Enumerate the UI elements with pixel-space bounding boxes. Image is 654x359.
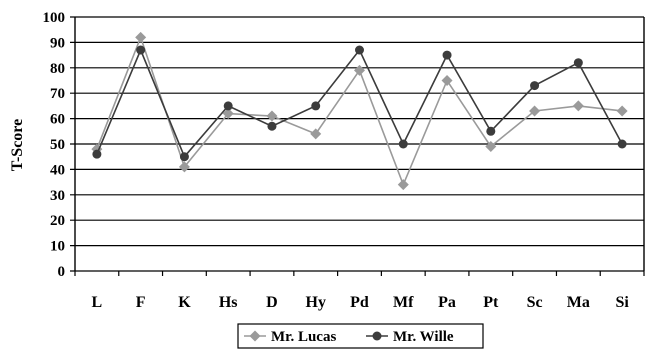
x-tick-label: Pt bbox=[483, 294, 499, 311]
y-tick-label: 30 bbox=[50, 188, 65, 204]
data-point-circle bbox=[442, 50, 452, 60]
x-tick-label: K bbox=[178, 294, 191, 311]
legend-label: Mr. Wille bbox=[393, 329, 454, 345]
y-tick-label: 80 bbox=[50, 61, 65, 77]
y-tick-label: 60 bbox=[50, 112, 65, 128]
x-tick-label: Pa bbox=[438, 294, 456, 311]
x-tick-labels: L F K Hs D Hy Pd Mf Pa Pt Sc Ma Si bbox=[92, 294, 630, 311]
legend-box bbox=[237, 323, 484, 349]
x-tick-label: D bbox=[266, 294, 278, 311]
y-tick-label: 50 bbox=[50, 137, 65, 153]
x-tick-label: Hs bbox=[219, 294, 238, 311]
data-point-diamond bbox=[178, 161, 190, 173]
y-tick-label: 90 bbox=[50, 35, 65, 51]
data-point-diamond bbox=[441, 75, 453, 86]
series-layer bbox=[91, 31, 628, 191]
series-2 bbox=[92, 45, 627, 162]
legend: Mr. Lucas Mr. Wille bbox=[237, 323, 484, 349]
data-point-diamond bbox=[397, 179, 409, 191]
data-point-diamond bbox=[529, 105, 541, 117]
data-point-circle bbox=[223, 101, 233, 111]
series-1 bbox=[91, 31, 628, 191]
y-tick-label: 70 bbox=[50, 86, 65, 102]
x-tick-label: Sc bbox=[527, 294, 543, 311]
data-point-circle bbox=[617, 139, 627, 149]
data-point-diamond bbox=[135, 31, 147, 43]
y-tick-label: 100 bbox=[43, 10, 66, 26]
y-axis-label: T-Score bbox=[9, 119, 26, 171]
data-point-circle bbox=[267, 121, 277, 131]
data-point-circle bbox=[136, 45, 146, 55]
data-point-circle bbox=[530, 81, 540, 91]
x-tick-label: Mf bbox=[393, 294, 414, 311]
data-point-diamond bbox=[354, 64, 365, 76]
series-line bbox=[96, 34, 623, 187]
data-point-diamond bbox=[222, 108, 234, 120]
data-point-circle bbox=[311, 101, 321, 111]
data-point-circle bbox=[179, 152, 189, 162]
gridlines bbox=[70, 16, 645, 276]
data-point-diamond bbox=[572, 100, 584, 112]
y-tick-label: 0 bbox=[58, 264, 66, 280]
x-tick-label: Si bbox=[615, 294, 629, 311]
x-tick-label: F bbox=[136, 294, 146, 311]
data-point-diamond bbox=[485, 141, 497, 153]
data-point-circle bbox=[398, 139, 408, 149]
y-tick-label: 40 bbox=[50, 162, 65, 178]
y-tick-labels: 0 10 20 30 40 50 60 70 80 90 100 bbox=[43, 10, 66, 280]
data-point-diamond bbox=[249, 330, 261, 342]
data-point-circle bbox=[355, 45, 364, 55]
x-tick-label: Ma bbox=[567, 294, 590, 311]
data-point-circle bbox=[573, 58, 583, 68]
data-point-diamond bbox=[616, 105, 628, 117]
y-tick-label: 10 bbox=[50, 239, 65, 255]
data-point-diamond bbox=[266, 110, 278, 122]
data-point-circle bbox=[372, 331, 382, 341]
x-tick-label: Hy bbox=[306, 294, 326, 311]
data-point-circle bbox=[92, 149, 102, 159]
data-point-circle bbox=[486, 126, 496, 136]
x-tick-label: L bbox=[92, 294, 103, 311]
legend-label: Mr. Lucas bbox=[271, 329, 336, 345]
data-point-diamond bbox=[310, 128, 322, 140]
x-tick-label: Pd bbox=[350, 294, 369, 311]
y-tick-label: 20 bbox=[50, 213, 65, 229]
